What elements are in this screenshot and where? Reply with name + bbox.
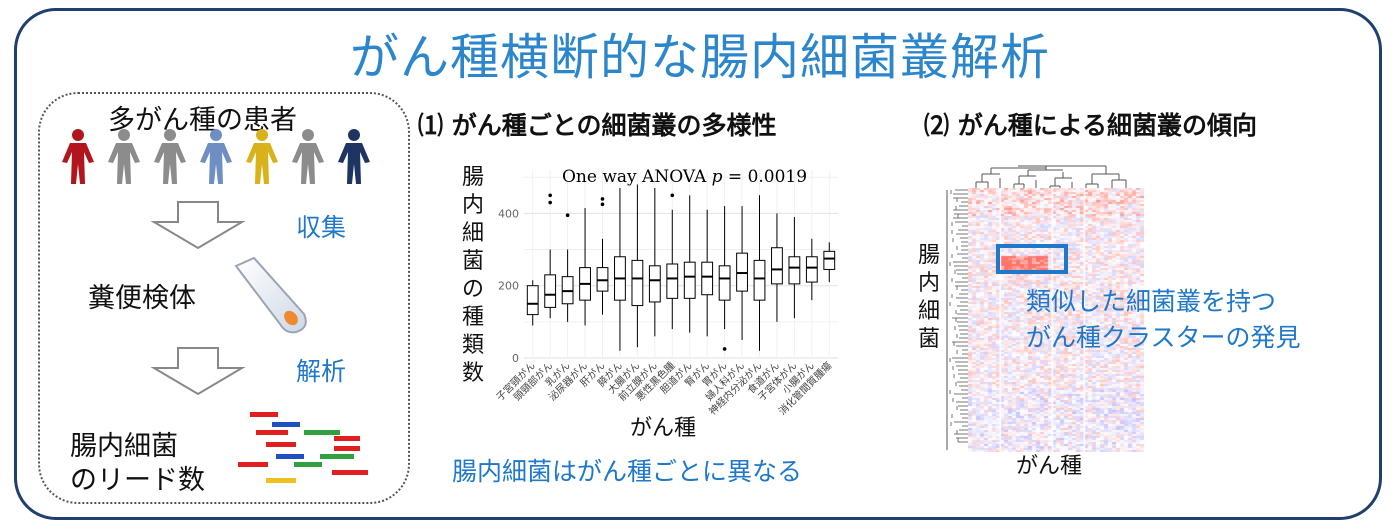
callout-line1: 類似した細菌叢を持つ (1026, 287, 1277, 316)
box-body (544, 274, 557, 308)
y-tick-label: 0 (512, 352, 519, 365)
box-body (648, 265, 661, 303)
box-body (701, 261, 714, 296)
arrow-down-1 (150, 201, 246, 250)
panel1-ylabel-char: 細 (461, 221, 484, 246)
box-胃がん (718, 206, 731, 351)
box-食道がん (771, 213, 783, 322)
box-頭頸部がん (544, 193, 557, 319)
test-tube-icon (234, 256, 307, 334)
box-肝がん (596, 197, 609, 315)
panel2-ylabel: 腸内細菌 (914, 242, 944, 354)
box-body (631, 259, 644, 307)
panel1-ylabel-char: 類 (461, 333, 484, 358)
box-神経内分泌がん (753, 195, 766, 351)
outer-frame (14, 8, 1382, 520)
box-body (683, 261, 696, 299)
box-乳がん (561, 213, 574, 322)
patient-figure (108, 129, 140, 184)
panel2-ylabel-char: 細 (917, 299, 940, 324)
plot-area (524, 170, 838, 358)
box-body (823, 250, 836, 270)
outlier-point (565, 213, 570, 217)
outlier-point (600, 197, 605, 201)
outlier-point (548, 193, 552, 198)
box-腎がん (701, 209, 714, 337)
collect-label: 収集 (296, 213, 347, 242)
box-body (753, 259, 766, 301)
patient-figure (338, 129, 370, 184)
workflow-box (38, 92, 410, 504)
box-大腸がん (631, 184, 644, 348)
panel1-heading: ⑴ がん種ごとの細菌叢の多様性 (418, 111, 777, 140)
box-悪性黒色腫 (666, 193, 679, 330)
panel1-ylabel-char: の (461, 277, 484, 302)
boxplot-chart: 0200400子宮頸がん頭頸部がん乳がん泌尿器がん肝がん膵がん大腸がん前立腺がん… (493, 167, 838, 418)
box-body (805, 256, 818, 283)
panel1-ylabel-char: 菌 (461, 249, 484, 274)
patient-figure (246, 129, 278, 184)
y-tick-label: 200 (498, 280, 519, 293)
panel2-ylabel-char: 腸 (917, 243, 940, 268)
anova-p: p (712, 167, 723, 187)
panel1-xlabel: がん種 (630, 416, 697, 441)
highlight-box (996, 244, 1068, 274)
callout-line2: がん種クラスターの発見 (1026, 323, 1301, 352)
page-title: がん種横断的な腸内細菌叢解析 (349, 29, 1050, 86)
sequence-reads-icon (238, 412, 368, 483)
patient-figure (200, 129, 232, 184)
anova-annotation: One way ANOVA p = 0.0019 (562, 167, 807, 187)
patient-figure (292, 129, 324, 184)
patient-figure (154, 129, 186, 184)
y-tick-label: 400 (498, 207, 519, 220)
box-泌尿器がん (579, 207, 591, 326)
box-body (771, 247, 783, 285)
anova-prefix: One way ANOVA (562, 167, 712, 187)
panel2-xlabel: がん種 (1016, 454, 1083, 479)
patient-figure (62, 129, 94, 184)
box-body (788, 256, 801, 285)
box-胆道がん (683, 195, 696, 333)
box-子宮頸がん (526, 280, 539, 326)
outlier-point (670, 193, 675, 198)
box-子宮体がん (788, 217, 801, 319)
panel2-heading: ⑵ がん種による細菌叢の傾向 (924, 111, 1257, 140)
box-消化管間質腫瘍 (823, 242, 836, 283)
reads-label-line1: 腸内細菌 (70, 431, 178, 462)
panel1-conclusion: 腸内細菌はがん種ごとに異なる (452, 457, 803, 486)
heatmap (968, 188, 1144, 452)
panel1-ylabel: 腸内細菌の種類数 (458, 164, 488, 388)
outlier-point (548, 200, 552, 205)
panel1-ylabel-char: 内 (461, 193, 484, 218)
box-body (526, 285, 539, 316)
box-body (666, 263, 679, 299)
box-前立腺がん (648, 188, 661, 337)
sample-label: 糞便検体 (88, 283, 196, 314)
panel1-ylabel-char: 腸 (461, 165, 484, 190)
outlier-point (600, 202, 605, 207)
arrow-down-2 (150, 347, 246, 396)
panel2-ylabel-char: 菌 (917, 327, 940, 352)
dendrogram-left (946, 189, 968, 450)
box-膵がん (614, 188, 626, 351)
outlier-point (722, 347, 727, 351)
anova-suffix: = 0.0019 (723, 167, 808, 187)
panel2-ylabel-char: 内 (917, 271, 940, 296)
patients-figures (62, 129, 370, 184)
reads-label-line2: のリード数 (70, 465, 205, 496)
panel1-ylabel-char: 数 (461, 361, 484, 386)
panel1-ylabel-char: 種 (461, 305, 484, 330)
analysis-label: 解析 (296, 357, 347, 386)
box-body (718, 265, 731, 301)
box-小腸がん (805, 238, 818, 301)
box-婦人科がん (736, 206, 748, 340)
